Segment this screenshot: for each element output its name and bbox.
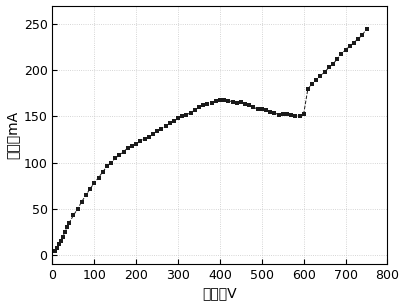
X-axis label: 电压／V: 电压／V [202, 286, 237, 300]
Y-axis label: 电流／mA: 电流／mA [6, 111, 19, 159]
